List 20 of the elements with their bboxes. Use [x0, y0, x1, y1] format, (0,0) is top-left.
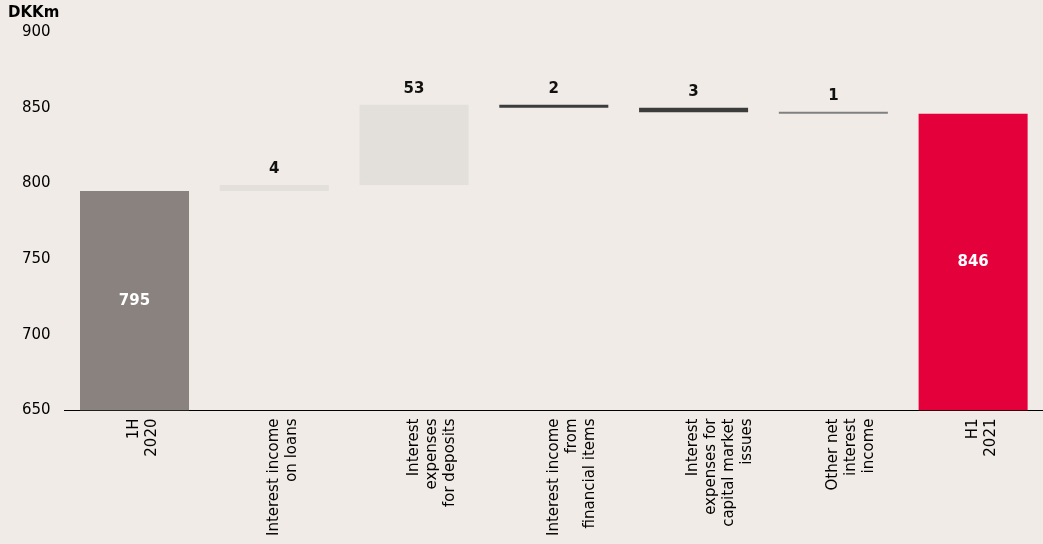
y-tick-label: 850: [21, 97, 51, 116]
data-label: 1: [828, 86, 839, 105]
data-label: 4: [269, 159, 280, 178]
y-axis-title: DKKm: [8, 2, 60, 21]
x-tick-label: Other net interest income: [823, 418, 878, 491]
x-tick-label: Interest income on loans: [264, 418, 301, 537]
x-tick-label: Interest expenses for capital market issues: [683, 417, 756, 527]
data-label: 53: [403, 79, 425, 98]
x-tick-label: Interest expenses for deposits: [403, 418, 458, 508]
data-label: 2: [548, 79, 560, 98]
y-tick-label: 900: [21, 21, 51, 40]
data-label: 3: [688, 82, 699, 101]
data-label: 846: [957, 252, 989, 271]
x-tick-label: H1 2021: [963, 418, 1000, 457]
data-label: 795: [118, 290, 151, 309]
y-tick-label: 800: [21, 173, 51, 192]
x-tick-label: 1H 2020: [124, 418, 161, 457]
y-tick-label: 650: [21, 400, 51, 419]
y-tick-label: 700: [21, 324, 51, 343]
y-tick-label: 750: [21, 248, 51, 267]
